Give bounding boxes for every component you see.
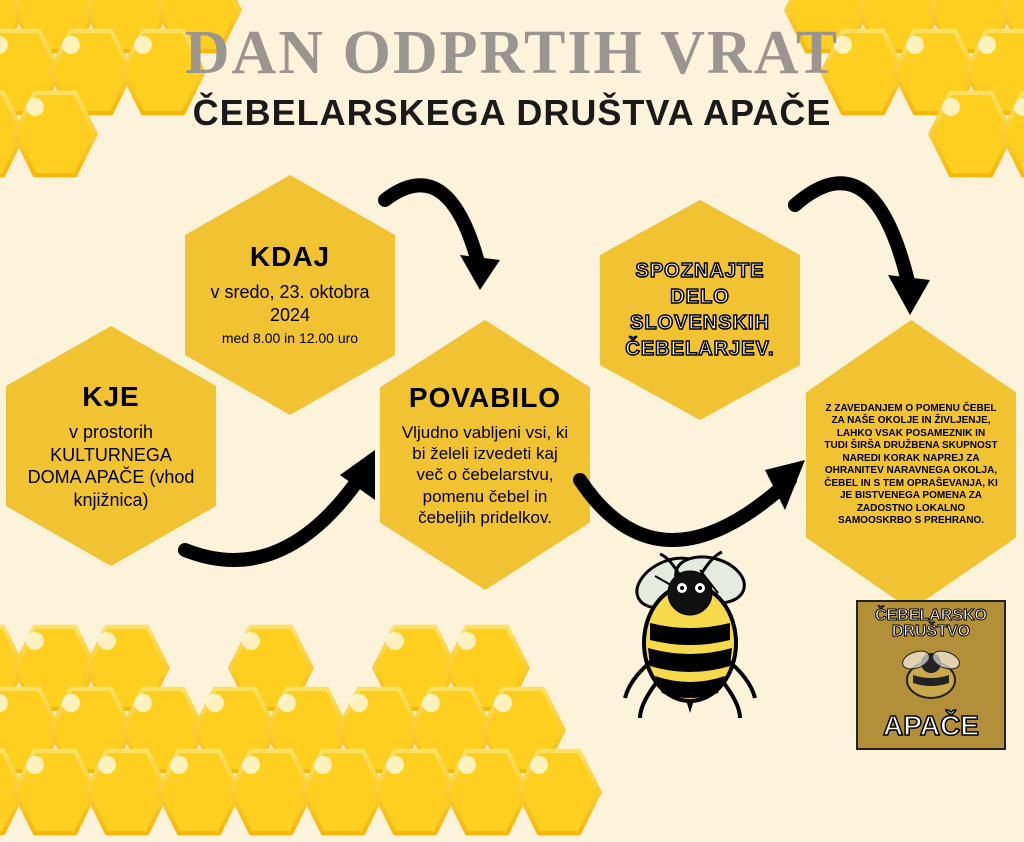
hex-awareness: Z ZAVEDANJEM O POMENU ČEBEL ZA NAŠE OKOL… — [806, 320, 1016, 610]
page-title-sub: ČEBELARSKEGA DRUŠTVA APAČE — [0, 92, 1024, 134]
bee-icon — [600, 548, 780, 728]
hex-where-body: v prostorih KULTURNEGA DOMA APAČE (vhod … — [24, 421, 198, 511]
hex-when-time: med 8.00 in 12.00 uro — [222, 330, 358, 346]
page-title-main: DAN ODPRTIH VRAT — [0, 18, 1024, 89]
logo-text-bottom: APAČE — [883, 710, 979, 742]
hex-learn-body: SPOZNAJTE DELO SLOVENSKIH ČEBELARJEV. — [618, 258, 782, 362]
hex-when-body: v sredo, 23. oktobra 2024 med 8.00 in 12… — [203, 281, 377, 349]
hex-awareness-body: Z ZAVEDANJEM O POMENU ČEBEL ZA NAŠE OKOL… — [824, 403, 998, 528]
arrow-spoznajte-to-zavedanje — [780, 150, 940, 350]
hex-invitation-heading: POVABILO — [409, 382, 561, 414]
hex-where-heading: KJE — [82, 381, 139, 413]
honeycomb-bottom-left — [0, 618, 560, 818]
hex-invitation-body: Vljudno vabljeni vsi, ki bi želeli izved… — [398, 422, 572, 528]
hex-when-date: v sredo, 23. oktobra 2024 — [210, 282, 369, 325]
hex-where: KJE v prostorih KULTURNEGA DOMA APAČE (v… — [6, 326, 216, 566]
hex-when-heading: KDAJ — [250, 241, 330, 273]
logo-bee-icon — [891, 645, 971, 705]
organization-logo: ČEBELARSKO DRUŠTVO APAČE — [856, 600, 1006, 750]
hex-when: KDAJ v sredo, 23. oktobra 2024 med 8.00 … — [185, 175, 395, 415]
logo-text-top: ČEBELARSKO DRUŠTVO — [864, 608, 998, 640]
hex-invitation: POVABILO Vljudno vabljeni vsi, ki bi žel… — [380, 320, 590, 590]
hex-learn: SPOZNAJTE DELO SLOVENSKIH ČEBELARJEV. — [600, 200, 800, 420]
